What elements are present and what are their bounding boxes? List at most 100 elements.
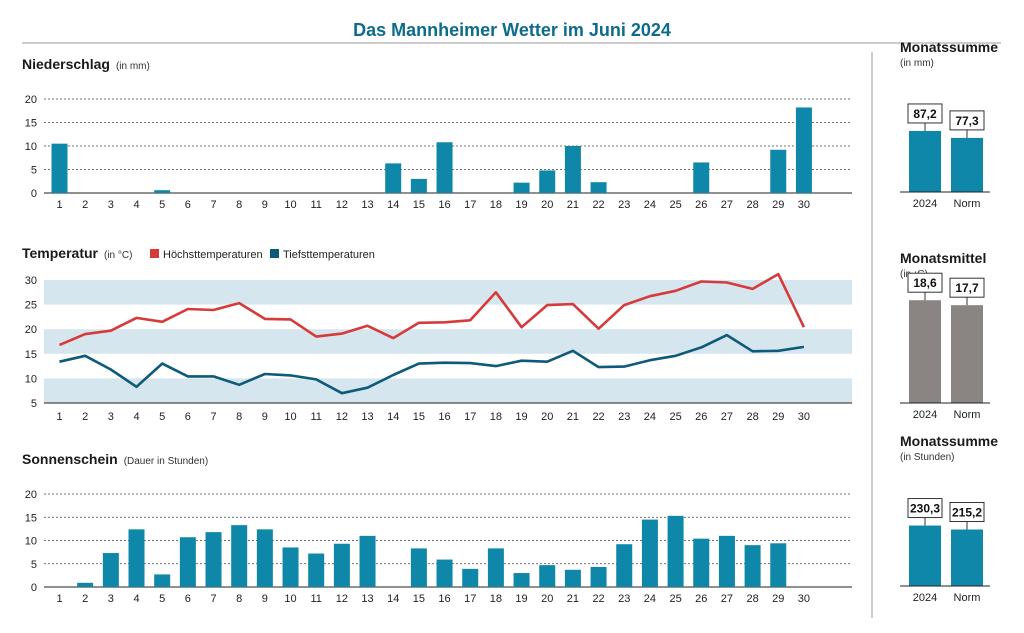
x-tick-label: 16 (438, 593, 450, 605)
y-tick-label: 30 (25, 275, 37, 287)
high-temperature-line (58, 272, 806, 347)
value-label: 17,7 (955, 281, 979, 295)
x-tick-label: 25 (669, 411, 681, 423)
x-tick-label: 1 (56, 199, 62, 211)
x-tick-label: 28 (746, 593, 758, 605)
bar (590, 182, 607, 193)
x-tick-label: 4 (133, 593, 139, 605)
x-tick-label: 10 (284, 593, 296, 605)
x-tick-label: 8 (236, 593, 242, 605)
x-tick-label: 23 (618, 199, 630, 211)
x-tick-label: 23 (618, 593, 630, 605)
bar (693, 538, 710, 587)
x-tick-label: 18 (490, 593, 502, 605)
x-tick-label: 11 (310, 593, 321, 605)
y-tick-label: 25 (25, 300, 37, 312)
x-tick-label: 2024 (913, 198, 937, 210)
x-tick-label: 10 (284, 411, 296, 423)
x-tick-label: 1 (56, 593, 62, 605)
chart-title: Sonnenschein (Dauer in Stunden) (22, 451, 208, 467)
x-tick-label: Norm (954, 592, 981, 604)
summary-title: Monatsmittel (900, 250, 986, 266)
x-tick-label: 2 (82, 411, 88, 423)
y-tick-label: 10 (25, 141, 37, 153)
x-tick-label: 3 (108, 411, 114, 423)
y-tick-label: 20 (25, 324, 37, 336)
value-label: 18,6 (913, 276, 937, 290)
y-tick-label: 5 (31, 165, 37, 177)
chart-title-text: Niederschlag (22, 56, 110, 72)
x-tick-label: 16 (438, 199, 450, 211)
x-tick-label: 16 (438, 411, 450, 423)
x-tick-label: 15 (413, 199, 425, 211)
x-tick-label: 18 (490, 199, 502, 211)
y-tick-label: 20 (25, 94, 37, 106)
x-tick-label: 6 (185, 593, 191, 605)
chart-title: Niederschlag (in mm) (22, 56, 150, 72)
bar (770, 149, 787, 193)
x-tick-label: 1 (56, 411, 62, 423)
background-band (44, 329, 852, 354)
x-tick-label: 21 (567, 593, 579, 605)
x-tick-label: 8 (236, 411, 242, 423)
x-tick-label: 20 (541, 199, 553, 211)
value-label-box (907, 272, 943, 293)
precipitation-summary: Monatssumme (in mm) 87,2 2024 77,3 Norm (900, 39, 998, 210)
y-tick-label: 0 (31, 188, 37, 200)
y-tick-label: 15 (25, 118, 37, 130)
x-tick-label: 4 (133, 199, 139, 211)
bar (282, 547, 299, 587)
bar (154, 190, 171, 193)
x-tick-label: 28 (746, 199, 758, 211)
x-tick-label: 20 (541, 593, 553, 605)
x-tick-label: 24 (644, 411, 656, 423)
x-tick-label: 19 (515, 593, 527, 605)
x-tick-label: 22 (592, 593, 604, 605)
bar (641, 519, 658, 587)
y-tick-label: 20 (25, 489, 37, 501)
summary-title: Monatssumme (900, 39, 998, 55)
bar (256, 529, 273, 587)
x-tick-label: 17 (464, 593, 476, 605)
background-band (44, 280, 852, 305)
x-tick-label: 26 (695, 593, 707, 605)
y-tick-label: 5 (31, 398, 37, 410)
y-tick-label: 10 (25, 536, 37, 548)
x-tick-label: 13 (361, 593, 373, 605)
bar (487, 548, 504, 587)
x-tick-label: 14 (387, 199, 399, 211)
bar (616, 544, 633, 587)
x-tick-label: 5 (159, 411, 165, 423)
x-tick-label: 29 (772, 411, 784, 423)
x-tick-label: 26 (695, 199, 707, 211)
x-tick-label: 22 (592, 411, 604, 423)
x-tick-label: 2024 (913, 409, 937, 421)
bar (128, 529, 145, 587)
x-tick-label: 13 (361, 411, 373, 423)
bar (359, 535, 376, 587)
value-label-box (907, 498, 943, 519)
x-tick-label: 8 (236, 199, 242, 211)
summary-bar (951, 305, 983, 403)
x-tick-label: 12 (336, 593, 348, 605)
x-tick-label: 15 (413, 593, 425, 605)
x-tick-label: 25 (669, 199, 681, 211)
x-tick-label: Norm (954, 409, 981, 421)
x-tick-label: 12 (336, 411, 348, 423)
summary-bar (951, 529, 983, 586)
value-label: 230,3 (910, 502, 940, 516)
x-tick-label: 3 (108, 593, 114, 605)
bar (308, 553, 325, 587)
summary-title: Monatssumme (900, 433, 998, 449)
x-tick-label: 24 (644, 199, 656, 211)
x-tick-label: 19 (515, 199, 527, 211)
x-tick-label: 5 (159, 593, 165, 605)
y-tick-label: 15 (25, 512, 37, 524)
x-tick-label: 30 (798, 199, 810, 211)
bar (667, 515, 684, 587)
x-tick-label: 2 (82, 199, 88, 211)
y-tick-label: 10 (25, 373, 37, 385)
